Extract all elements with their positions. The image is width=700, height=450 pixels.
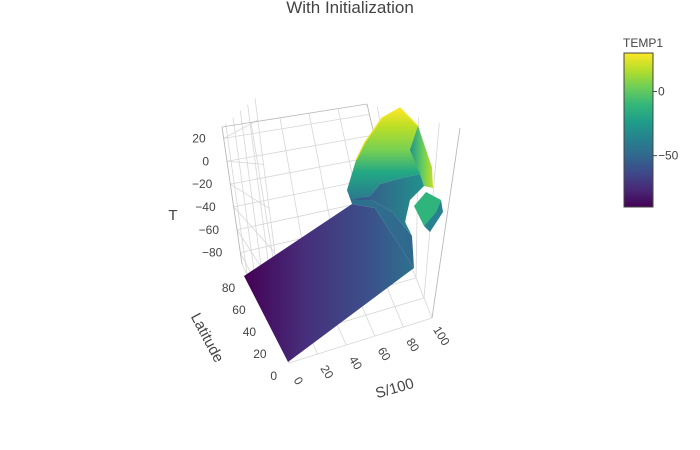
surface-right-lobe [414, 192, 441, 226]
surface-peak-side [410, 126, 433, 188]
grid-line-z-back [223, 113, 370, 139]
y-tick-label: 80 [222, 281, 236, 295]
y-tick-label: 60 [232, 303, 246, 317]
z-tick-label: 20 [192, 131, 206, 145]
z-tick-label: −40 [195, 200, 216, 214]
y-tick-label: 0 [270, 369, 277, 383]
y-tick-label: 20 [253, 347, 267, 361]
x-tick-label: 60 [375, 345, 394, 364]
grid-line-y-floor [288, 317, 433, 364]
grid-line-y-left [232, 117, 259, 298]
x-tick-label: 40 [346, 354, 365, 373]
grid-line-z-left [226, 160, 264, 165]
x-tick-label: 20 [318, 363, 337, 382]
surface-front-face [352, 174, 424, 236]
y-tick-label: 40 [243, 325, 257, 339]
colorbar: TEMP1 0 −50 [623, 36, 679, 208]
z-tick-label: −60 [199, 223, 220, 237]
surface-peak-face [347, 108, 432, 200]
surface-floor-sheet [244, 204, 414, 362]
z-tick-label: −80 [202, 246, 223, 260]
colorbar-tick-label: −50 [658, 149, 679, 163]
y-axis-title: Latitude [187, 310, 227, 365]
x-tick-label: 0 [291, 374, 307, 387]
grid-line-y-left [225, 123, 248, 276]
colorbar-tick-label: 0 [658, 85, 665, 99]
z-tick-label: −20 [192, 177, 213, 191]
grid-line-x-back [279, 117, 304, 250]
grid-line-z-back [230, 155, 380, 185]
x-tick-label: 100 [430, 324, 453, 349]
frame-edge [431, 127, 461, 319]
z-axis-title: T [168, 207, 177, 224]
x-tick-label: 80 [403, 336, 422, 355]
z-tick-label: 0 [202, 154, 209, 168]
grid-line-z-left [233, 206, 276, 253]
grid-line-z-back [226, 134, 375, 162]
frame-edge [221, 126, 243, 265]
colorbar-ticks: 0 −50 [653, 85, 679, 163]
chart-title: With Initialization [286, 0, 414, 17]
colorbar-title: TEMP1 [623, 36, 663, 50]
colorbar-gradient [623, 52, 654, 208]
x-axis-title: S/100 [374, 375, 416, 402]
surface-right-lobe-side [424, 200, 443, 232]
frame-edge [221, 103, 368, 128]
surface-peak-ridge [355, 107, 419, 161]
surface-mesh [244, 107, 443, 362]
grid-line-z-left [230, 183, 270, 209]
grid-line-x-back [250, 122, 274, 257]
grid-line-z-left [223, 119, 259, 139]
